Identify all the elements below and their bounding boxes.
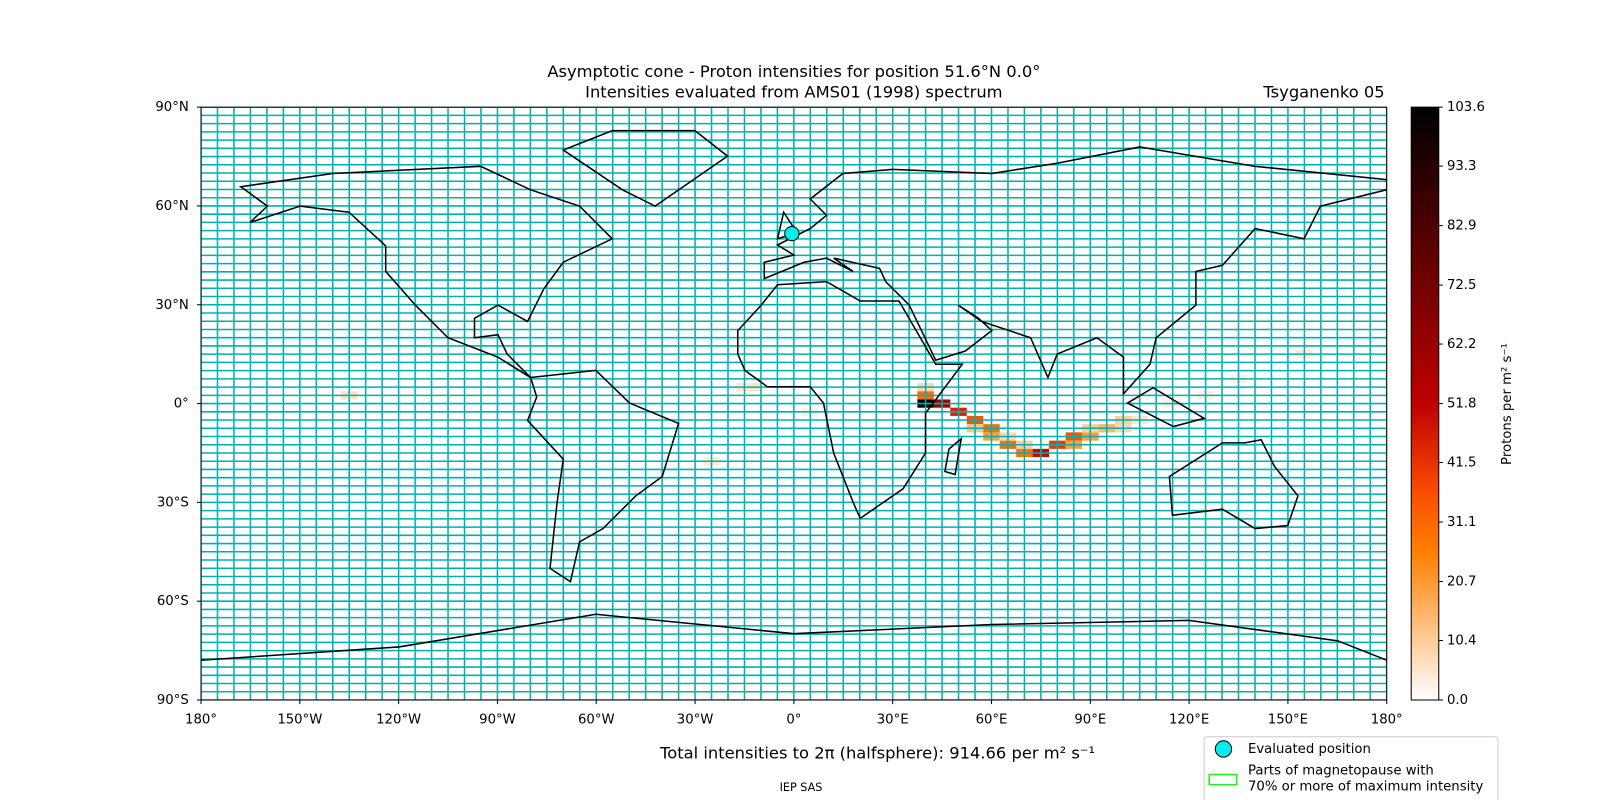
coastlines — [201, 129, 1387, 661]
evaluated-position — [784, 225, 800, 242]
x-tick-label: 150°W — [277, 712, 322, 727]
colorbar-label: Protons per m² s⁻¹ — [1500, 343, 1515, 465]
colorbar-tick-label: 31.1 — [1447, 515, 1477, 530]
legend-label: Parts of magnetopause with — [1248, 763, 1434, 778]
y-tick-label: 30°N — [155, 298, 188, 313]
coastline — [736, 280, 964, 520]
colorbar-tick-label: 103.6 — [1447, 100, 1485, 115]
coastline — [1168, 438, 1299, 530]
legend-marker — [1214, 740, 1233, 758]
x-tick-label: 90°W — [479, 712, 516, 727]
coastline — [1125, 386, 1207, 428]
colorbar-tick-label: 20.7 — [1447, 575, 1477, 590]
coastline — [238, 165, 614, 379]
coastline — [561, 129, 729, 208]
colorbar — [1410, 106, 1440, 701]
x-tick-label: 180° — [1371, 712, 1403, 727]
chart-subtitle: Intensities evaluated from AMS01 (1998) … — [585, 82, 1002, 101]
coastline — [201, 613, 1387, 661]
x-tick-label: 60°E — [976, 712, 1008, 727]
y-tick-label: 0° — [174, 397, 189, 412]
cell-grid — [201, 107, 1387, 700]
x-tick-label: 30°E — [877, 712, 909, 727]
x-tick-label: 180° — [185, 712, 217, 727]
y-tick-label: 60°S — [157, 594, 189, 609]
x-tick-label: 60°W — [578, 712, 615, 727]
colorbar-tick-label: 10.4 — [1447, 633, 1477, 648]
y-tick-label: 60°N — [155, 199, 188, 214]
y-tick-label: 90°N — [155, 100, 188, 115]
x-tick-label: 120°W — [376, 712, 421, 727]
colorbar-tick-label: 0.0 — [1447, 693, 1468, 708]
coastline — [763, 146, 1387, 396]
colorbar-tick-label: 51.8 — [1447, 397, 1477, 412]
colorbar-tick-label: 82.9 — [1447, 219, 1477, 234]
x-tick-label: 120°E — [1169, 712, 1209, 727]
footer: Total intensities to 2π (halfsphere): 91… — [659, 744, 1095, 763]
model-label: Tsyganenko 05 — [1262, 82, 1384, 101]
colorbar-tick-label: 93.3 — [1447, 159, 1477, 174]
legend-label: Evaluated position — [1248, 742, 1371, 757]
credit: IEP SAS — [780, 781, 823, 794]
coastline — [944, 436, 963, 476]
coastline — [526, 369, 680, 583]
chart-title: Asymptotic cone - Proton intensities for… — [547, 62, 1040, 81]
y-tick-label: 90°S — [157, 693, 189, 708]
legend-marker — [1208, 773, 1238, 786]
y-tick-label: 30°S — [157, 495, 189, 510]
x-tick-label: 90°E — [1074, 712, 1106, 727]
colorbar-tick-label: 72.5 — [1447, 278, 1477, 293]
colorbar-tick-label: 62.2 — [1447, 337, 1477, 352]
colorbar-tick-label: 41.5 — [1447, 456, 1477, 471]
x-tick-label: 150°E — [1268, 712, 1308, 727]
legend-label: 70% or more of maximum intensity — [1248, 780, 1484, 795]
axes: 180° 150°W 120°W 90°W 60°W 30°W 0° 30°E 60°E 90°E… — [155, 100, 1402, 727]
legend: Evaluated position Parts of magnetopause… — [1203, 736, 1499, 800]
x-tick-label: 30°W — [677, 712, 714, 727]
x-tick-label: 0° — [786, 712, 801, 727]
legend-box — [1203, 736, 1499, 800]
